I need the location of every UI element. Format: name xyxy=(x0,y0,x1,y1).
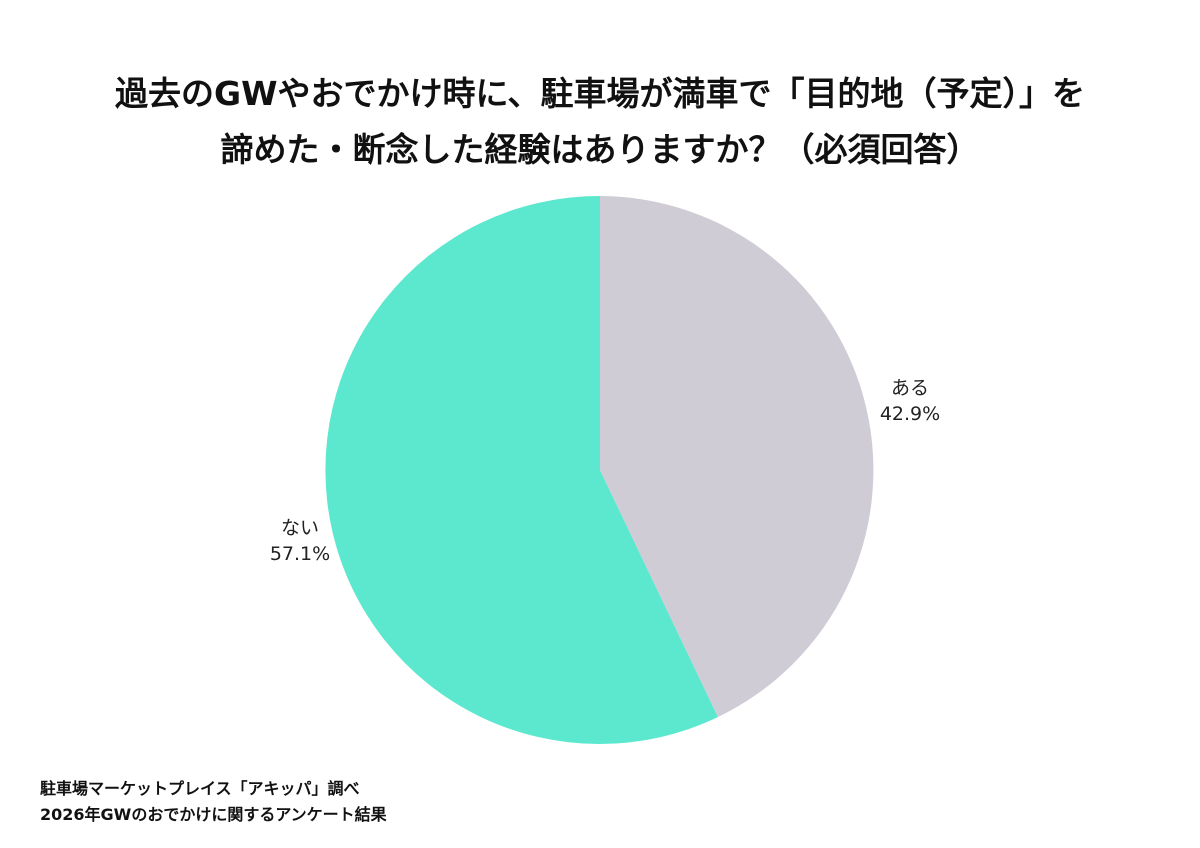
chart-title: 過去のGWやおでかけ時に、駐車場が満車で「目的地（予定）」を 諦めた・断念した経… xyxy=(0,66,1200,178)
source-line-1: 駐車場マーケットプレイス「アキッパ」調べ xyxy=(40,779,360,798)
slice-label-aru: ある 42.9% xyxy=(860,375,960,427)
slice-label-aru-value: 42.9% xyxy=(879,403,941,425)
pie-slice-aru xyxy=(600,196,874,717)
slice-label-nai: ない 57.1% xyxy=(250,515,350,567)
source-note: 駐車場マーケットプレイス「アキッパ」調べ 2026年GWのおでかけに関するアンケ… xyxy=(40,776,387,828)
chart-title-line-2: 諦めた・断念した経験はありますか？（必須回答） xyxy=(220,130,980,169)
pie-slice-nai xyxy=(325,195,718,744)
source-line-2: 2026年GWのおでかけに関するアンケート結果 xyxy=(40,805,387,824)
slice-label-aru-name: ある xyxy=(890,377,929,399)
slice-label-nai-value: 57.1% xyxy=(269,543,331,565)
slice-label-nai-name: ない xyxy=(280,517,319,539)
chart-title-line-1: 過去のGWやおでかけ時に、駐車場が満車で「目的地（予定）」を xyxy=(115,74,1085,113)
